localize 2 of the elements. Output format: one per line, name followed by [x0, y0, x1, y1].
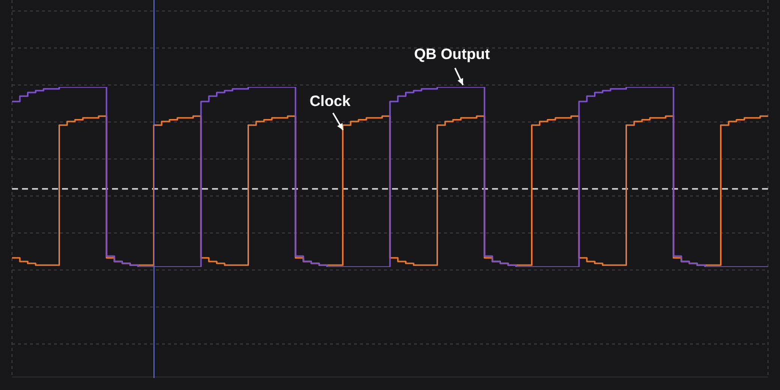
series-label: Clock	[310, 93, 352, 110]
series-label: QB Output	[414, 46, 490, 63]
